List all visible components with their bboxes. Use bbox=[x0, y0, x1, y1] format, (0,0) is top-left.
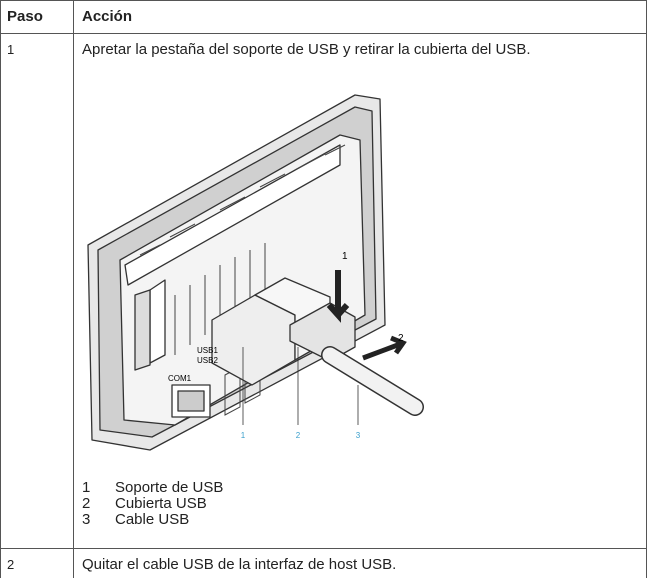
port-label: USB2 bbox=[197, 356, 218, 365]
step-number: 1 bbox=[7, 42, 15, 57]
legend-number: 2 bbox=[82, 495, 91, 512]
port-label: USB1 bbox=[197, 346, 218, 355]
port-label: COM1 bbox=[168, 374, 192, 383]
border bbox=[0, 0, 647, 1]
legend-text: Cubierta USB bbox=[115, 495, 207, 512]
legend-text: Cable USB bbox=[115, 511, 190, 528]
border bbox=[0, 0, 1, 578]
step-number: 2 bbox=[7, 557, 15, 572]
action-text: Apretar la pestaña del soporte de USB y … bbox=[82, 41, 531, 58]
legend-text: Soporte de USB bbox=[115, 479, 224, 496]
arrow-label: 1 bbox=[342, 251, 348, 262]
border bbox=[0, 33, 647, 34]
legend-number: 3 bbox=[82, 511, 91, 528]
callout: 3 bbox=[356, 431, 361, 440]
callout: 2 bbox=[296, 431, 301, 440]
arrow-label: 2 bbox=[398, 333, 404, 344]
header-cell: Acción bbox=[82, 8, 133, 25]
border bbox=[0, 548, 647, 549]
callout: 1 bbox=[241, 431, 246, 440]
action-text: Quitar el cable USB de la interfaz de ho… bbox=[82, 556, 397, 573]
figure: 1 2 COM1 USB1 USB2 1 2 3 bbox=[87, 94, 424, 451]
header-cell: Paso bbox=[7, 8, 43, 25]
border bbox=[73, 0, 74, 578]
legend-number: 1 bbox=[82, 479, 91, 496]
